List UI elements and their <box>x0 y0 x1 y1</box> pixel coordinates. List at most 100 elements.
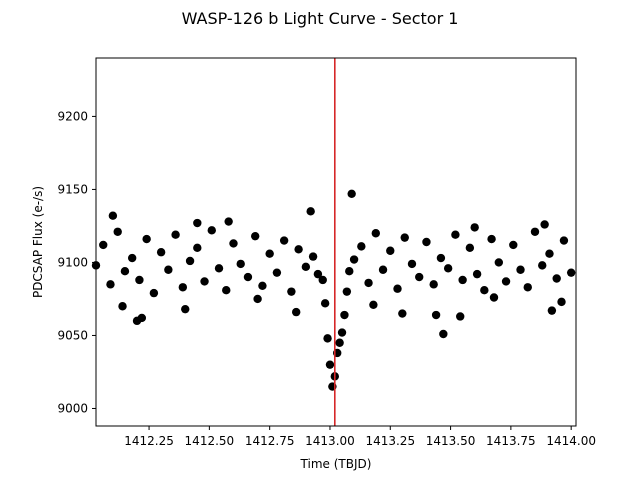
data-point <box>142 234 151 244</box>
data-point <box>193 243 202 253</box>
data-point <box>443 264 453 273</box>
y-tick-label: 9200 <box>57 109 88 123</box>
data-point <box>132 316 142 326</box>
data-point <box>557 297 566 307</box>
data-point <box>472 269 482 279</box>
data-point <box>243 272 253 282</box>
data-point <box>415 272 424 282</box>
x-tick-label: 1413.50 <box>426 434 476 448</box>
data-point <box>113 227 122 236</box>
data-point <box>516 265 525 274</box>
y-tick-label: 9100 <box>57 255 88 269</box>
data-point <box>118 302 127 311</box>
data-point <box>431 310 441 320</box>
data-point <box>335 338 344 347</box>
data-point <box>422 237 431 247</box>
data-point <box>294 245 303 254</box>
y-tick-label: 9150 <box>57 182 88 196</box>
data-point <box>371 229 380 238</box>
data-point <box>287 287 296 296</box>
x-tick-label: 1414.00 <box>546 434 596 448</box>
data-point <box>171 230 180 239</box>
data-point <box>229 239 238 248</box>
data-point <box>547 306 557 315</box>
data-point <box>214 264 224 273</box>
data-point <box>501 277 511 286</box>
data-point <box>258 281 267 291</box>
data-point <box>540 220 549 229</box>
x-tick-label: 1413.25 <box>365 434 415 448</box>
data-point <box>251 231 260 241</box>
data-point <box>458 275 467 285</box>
data-point <box>538 261 547 270</box>
data-point <box>149 288 159 298</box>
data-point <box>407 259 417 269</box>
data-point <box>265 249 274 258</box>
data-point <box>301 262 311 272</box>
data-point <box>436 253 446 263</box>
y-axis-label: PDCSAP Flux (e-/s) <box>31 186 45 298</box>
data-point <box>279 236 289 245</box>
data-point <box>272 268 282 277</box>
data-point <box>340 310 349 320</box>
data-point <box>530 227 540 236</box>
data-point <box>135 275 144 285</box>
data-point <box>127 253 137 263</box>
data-point <box>207 226 216 235</box>
data-point <box>200 277 209 286</box>
data-point <box>439 329 448 339</box>
x-tick-label: 1413.75 <box>486 434 536 448</box>
data-point <box>337 328 347 337</box>
data-point <box>345 267 354 276</box>
data-point <box>181 304 190 314</box>
data-point <box>559 236 569 245</box>
data-point <box>318 275 327 285</box>
x-tick-label: 1412.25 <box>124 434 174 448</box>
data-point <box>364 278 373 288</box>
data-point <box>193 218 202 228</box>
data-point <box>308 252 318 261</box>
data-point <box>369 300 378 309</box>
x-tick-label: 1412.50 <box>185 434 235 448</box>
data-point <box>357 242 366 251</box>
data-point <box>323 334 332 343</box>
chart-title: WASP-126 b Light Curve - Sector 1 <box>182 9 459 28</box>
data-point <box>456 312 465 321</box>
y-axis-ticks: 9000 9050 9100 9150 9200 <box>57 109 96 415</box>
data-point <box>393 284 402 293</box>
x-tick-label: 1413.00 <box>305 434 355 448</box>
data-point <box>470 223 479 232</box>
data-point <box>292 307 301 317</box>
data-point <box>253 294 262 304</box>
y-tick-label: 9000 <box>57 401 88 415</box>
data-point <box>552 274 561 283</box>
data-point <box>398 309 407 318</box>
data-point <box>342 287 352 296</box>
data-point <box>313 269 323 279</box>
data-point <box>224 217 233 226</box>
data-point <box>347 189 356 199</box>
data-point <box>349 255 359 264</box>
data-point <box>120 267 130 276</box>
data-point <box>566 268 576 277</box>
data-point <box>523 283 532 292</box>
data-point <box>156 248 166 257</box>
data-point <box>108 211 118 220</box>
x-tick-label: 1412.75 <box>245 434 295 448</box>
data-point <box>465 243 475 253</box>
data-point <box>99 240 108 250</box>
data-point <box>178 283 188 292</box>
data-point <box>509 240 518 250</box>
data-point <box>236 259 245 269</box>
data-point <box>489 293 499 302</box>
data-point <box>306 207 315 216</box>
data-point <box>222 285 231 295</box>
x-axis-ticks: 1412.25 1412.50 1412.75 1413.00 1413.25 1413.… <box>124 426 596 448</box>
data-point <box>106 280 115 289</box>
data-points <box>91 189 576 391</box>
data-point <box>451 230 460 239</box>
data-point <box>164 265 173 274</box>
y-tick-label: 9050 <box>57 328 88 342</box>
data-point <box>480 285 489 295</box>
